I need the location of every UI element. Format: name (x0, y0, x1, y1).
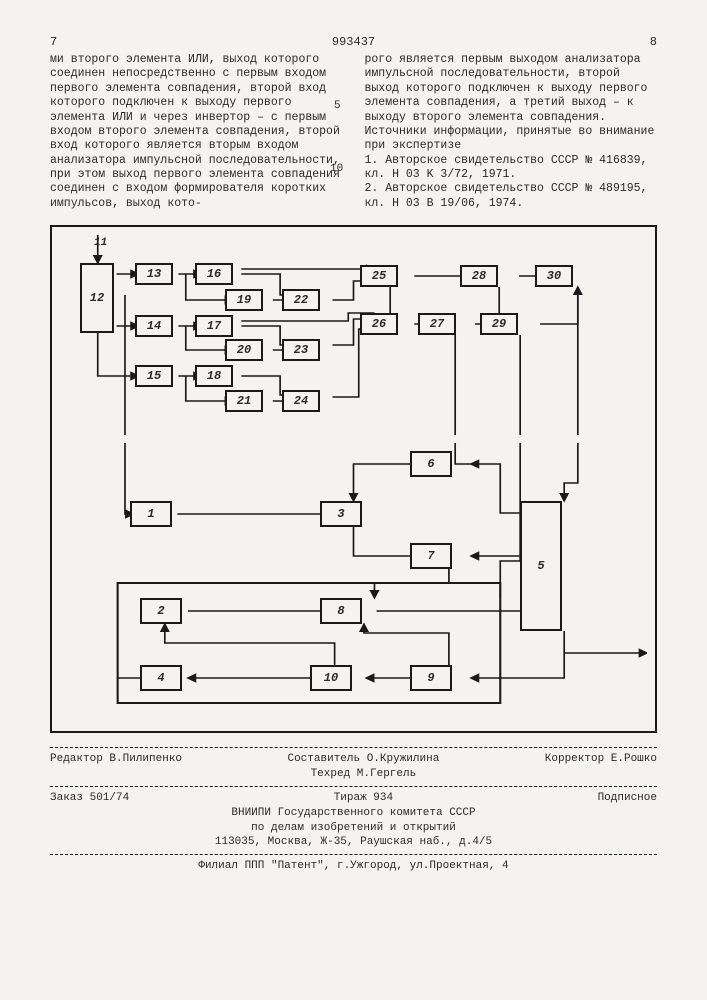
block-19: 19 (225, 289, 263, 311)
block-14: 14 (135, 315, 173, 337)
block-3: 3 (320, 501, 362, 527)
block-29: 29 (480, 313, 518, 335)
block-8: 8 (320, 598, 362, 624)
org3: 113035, Москва, Ж-35, Раушская наб., д.4… (50, 835, 657, 850)
block-7: 7 (410, 543, 452, 569)
input-label-11: 11 (94, 237, 107, 249)
page-center: 993437 (332, 35, 375, 49)
block-5: 5 (520, 501, 562, 631)
block-25: 25 (360, 265, 398, 287)
block-22: 22 (282, 289, 320, 311)
line-marker-10: 10 (330, 163, 343, 175)
line-marker-5: 5 (334, 100, 341, 112)
diagram-border: 11 (50, 225, 657, 733)
editor: Редактор В.Пилипенко (50, 752, 182, 782)
block-12: 12 (80, 263, 114, 333)
block-24: 24 (282, 390, 320, 412)
page-left: 7 (50, 35, 57, 49)
column-left: ми второго элемента ИЛИ, выход которого … (50, 53, 343, 211)
block-10: 10 (310, 665, 352, 691)
text-columns: ми второго элемента ИЛИ, выход которого … (50, 53, 657, 211)
bottom: Филиал ППП "Патент", г.Ужгород, ул.Проек… (50, 859, 657, 874)
block-26: 26 (360, 313, 398, 335)
tirazh: Тираж 934 (334, 791, 393, 806)
block-17: 17 (195, 315, 233, 337)
column-right: рого является первым выходом анализатора… (365, 53, 658, 211)
block-2: 2 (140, 598, 182, 624)
footer: Редактор В.Пилипенко Составитель О.Кружи… (50, 747, 657, 874)
block-16: 16 (195, 263, 233, 285)
block-6: 6 (410, 451, 452, 477)
block-21: 21 (225, 390, 263, 412)
page-header: 7 993437 8 (50, 35, 657, 49)
block-13: 13 (135, 263, 173, 285)
order: Заказ 501/74 (50, 791, 129, 806)
top-diagram: 11 (60, 235, 647, 435)
block-23: 23 (282, 339, 320, 361)
block-30: 30 (535, 265, 573, 287)
org2: по делам изобретений и открытий (50, 821, 657, 836)
block-28: 28 (460, 265, 498, 287)
block-4: 4 (140, 665, 182, 691)
block-18: 18 (195, 365, 233, 387)
block-20: 20 (225, 339, 263, 361)
sub: Подписное (598, 791, 657, 806)
compiler: Составитель О.Кружилина Техред М.Гергель (287, 752, 439, 782)
block-27: 27 (418, 313, 456, 335)
block-1: 1 (130, 501, 172, 527)
page-right: 8 (650, 35, 657, 49)
org1: ВНИИПИ Государственного комитета СССР (50, 806, 657, 821)
block-9: 9 (410, 665, 452, 691)
block-15: 15 (135, 365, 173, 387)
bottom-diagram: 1 2 3 4 5 6 7 8 9 10 (60, 443, 647, 723)
corrector: Корректор Е.Рошко (545, 752, 657, 782)
